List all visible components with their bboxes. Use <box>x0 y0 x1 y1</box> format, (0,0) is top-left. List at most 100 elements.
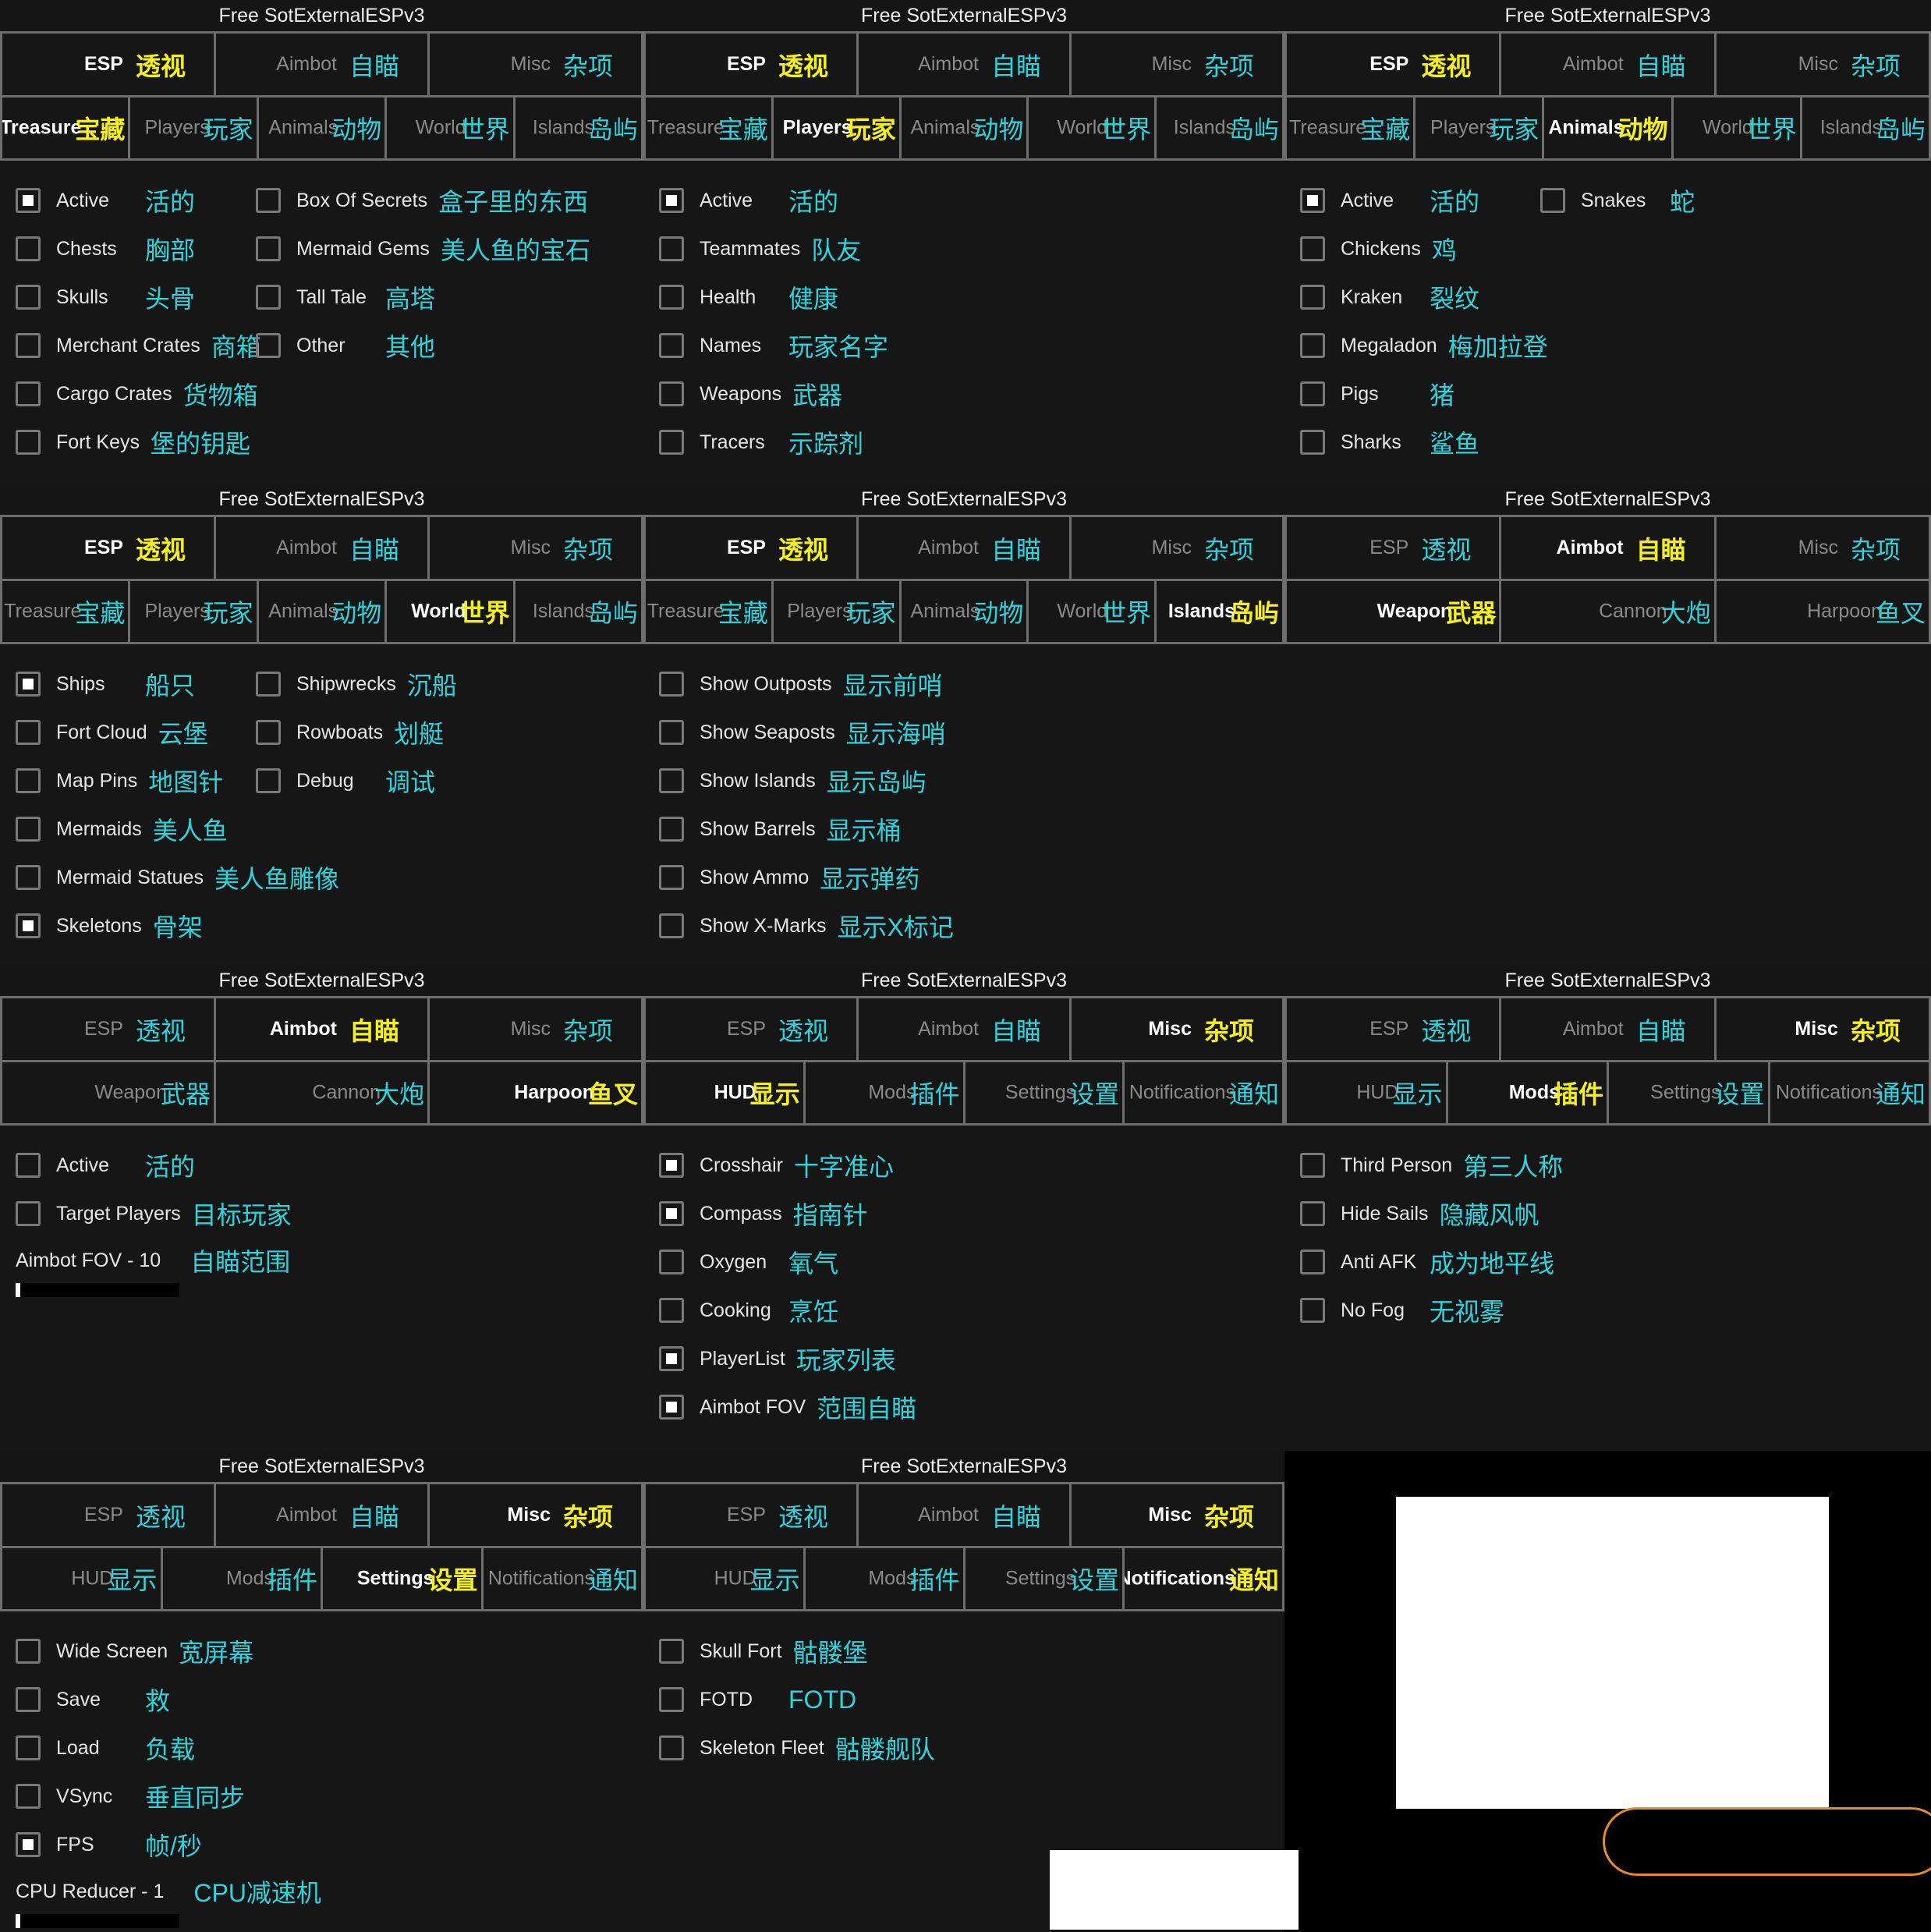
subtab-islands[interactable]: Islands 岛屿 <box>1802 97 1929 158</box>
tab-misc[interactable]: Misc 杂项 <box>1072 517 1282 579</box>
checkbox[interactable] <box>659 1250 684 1274</box>
subtab-mods[interactable]: Mods 插件 <box>163 1548 323 1609</box>
tab-esp[interactable]: ESP 透视 <box>2 1484 216 1546</box>
checkbox[interactable] <box>16 720 41 745</box>
tab-aimbot[interactable]: Aimbot 自瞄 <box>216 34 430 95</box>
subtab-notifications[interactable]: Notifications 通知 <box>1125 1062 1282 1123</box>
tab-misc[interactable]: Misc 杂项 <box>1072 1484 1282 1546</box>
subtab-world[interactable]: World 世界 <box>1029 97 1157 158</box>
checkbox[interactable] <box>16 817 41 842</box>
tab-misc[interactable]: Misc 杂项 <box>1717 517 1929 579</box>
subtab-harpoon[interactable]: Harpoon 鱼叉 <box>430 1062 641 1123</box>
tab-aimbot[interactable]: Aimbot 自瞄 <box>1501 34 1717 95</box>
subtab-animals[interactable]: Animals 动物 <box>902 97 1029 158</box>
subtab-notifications[interactable]: Notifications 通知 <box>1125 1548 1282 1609</box>
checkbox[interactable] <box>256 285 281 310</box>
checkbox[interactable] <box>16 672 41 697</box>
checkbox[interactable] <box>256 188 281 213</box>
subtab-hud[interactable]: HUD 显示 <box>2 1548 163 1609</box>
tab-aimbot[interactable]: Aimbot 自瞄 <box>859 1484 1072 1546</box>
tab-aimbot[interactable]: Aimbot 自瞄 <box>216 1484 430 1546</box>
checkbox[interactable] <box>659 381 684 406</box>
tab-esp[interactable]: ESP 透视 <box>646 517 859 579</box>
checkbox[interactable] <box>16 333 41 358</box>
checkbox[interactable] <box>16 188 41 213</box>
subtab-islands[interactable]: Islands 岛屿 <box>516 581 641 642</box>
checkbox[interactable] <box>659 1639 684 1664</box>
checkbox[interactable] <box>659 1201 684 1226</box>
checkbox[interactable] <box>16 913 41 938</box>
checkbox[interactable] <box>659 188 684 213</box>
tab-misc[interactable]: Misc 杂项 <box>430 34 641 95</box>
subtab-weapon[interactable]: Weapon 武器 <box>1287 581 1502 642</box>
tab-aimbot[interactable]: Aimbot 自瞄 <box>1501 998 1717 1060</box>
tab-misc[interactable]: Misc 杂项 <box>1717 998 1929 1060</box>
tab-esp[interactable]: ESP 透视 <box>646 34 859 95</box>
checkbox[interactable] <box>659 1395 684 1420</box>
tab-aimbot[interactable]: Aimbot 自瞄 <box>216 517 430 579</box>
checkbox[interactable] <box>256 236 281 261</box>
subtab-mods[interactable]: Mods 插件 <box>806 1062 966 1123</box>
checkbox[interactable] <box>16 1639 41 1664</box>
subtab-players[interactable]: Players 玩家 <box>774 581 902 642</box>
checkbox[interactable] <box>659 913 684 938</box>
subtab-settings[interactable]: Settings 设置 <box>966 1548 1125 1609</box>
checkbox[interactable] <box>1300 381 1325 406</box>
checkbox[interactable] <box>1540 188 1565 213</box>
subtab-animals[interactable]: Animals 动物 <box>259 97 388 158</box>
subtab-world[interactable]: World 世界 <box>387 97 516 158</box>
subtab-mods[interactable]: Mods 插件 <box>1448 1062 1609 1123</box>
checkbox[interactable] <box>659 236 684 261</box>
checkbox[interactable] <box>16 430 41 455</box>
checkbox[interactable] <box>16 1687 41 1712</box>
checkbox[interactable] <box>16 236 41 261</box>
tab-aimbot[interactable]: Aimbot 自瞄 <box>216 998 430 1060</box>
tab-esp[interactable]: ESP 透视 <box>1287 517 1502 579</box>
subtab-islands[interactable]: Islands 岛屿 <box>1157 581 1282 642</box>
checkbox[interactable] <box>256 720 281 745</box>
tab-misc[interactable]: Misc 杂项 <box>1072 34 1282 95</box>
subtab-mods[interactable]: Mods 插件 <box>806 1548 966 1609</box>
checkbox[interactable] <box>16 1832 41 1857</box>
subtab-players[interactable]: Players 玩家 <box>774 97 902 158</box>
checkbox[interactable] <box>16 1784 41 1809</box>
tab-esp[interactable]: ESP 透视 <box>646 998 859 1060</box>
subtab-treasure[interactable]: Treasure 宝藏 <box>646 97 774 158</box>
tab-aimbot[interactable]: Aimbot 自瞄 <box>859 517 1072 579</box>
checkbox[interactable] <box>16 1153 41 1178</box>
subtab-players[interactable]: Players 玩家 <box>130 97 259 158</box>
subtab-world[interactable]: World 世界 <box>1029 581 1157 642</box>
checkbox[interactable] <box>256 672 281 697</box>
subtab-world[interactable]: World 世界 <box>387 581 516 642</box>
subtab-islands[interactable]: Islands 岛屿 <box>516 97 641 158</box>
checkbox[interactable] <box>1300 430 1325 455</box>
checkbox[interactable] <box>16 381 41 406</box>
tab-misc[interactable]: Misc 杂项 <box>430 517 641 579</box>
checkbox[interactable] <box>659 333 684 358</box>
subtab-animals[interactable]: Animals 动物 <box>1544 97 1674 158</box>
checkbox[interactable] <box>659 817 684 842</box>
checkbox[interactable] <box>16 768 41 793</box>
checkbox[interactable] <box>659 430 684 455</box>
checkbox[interactable] <box>1300 1298 1325 1323</box>
slider-track[interactable] <box>16 1914 179 1928</box>
subtab-players[interactable]: Players 玩家 <box>130 581 259 642</box>
subtab-weapon[interactable]: Weapon 武器 <box>2 1062 216 1123</box>
subtab-notifications[interactable]: Notifications 通知 <box>484 1548 642 1609</box>
subtab-settings[interactable]: Settings 设置 <box>966 1062 1125 1123</box>
subtab-notifications[interactable]: Notifications 通知 <box>1770 1062 1929 1123</box>
tab-aimbot[interactable]: Aimbot 自瞄 <box>1501 517 1717 579</box>
tab-esp[interactable]: ESP 透视 <box>1287 34 1502 95</box>
checkbox[interactable] <box>659 865 684 890</box>
checkbox[interactable] <box>659 672 684 697</box>
subtab-treasure[interactable]: Treasure 宝藏 <box>2 97 131 158</box>
tab-aimbot[interactable]: Aimbot 自瞄 <box>859 998 1072 1060</box>
checkbox[interactable] <box>16 865 41 890</box>
checkbox[interactable] <box>1300 285 1325 310</box>
tab-esp[interactable]: ESP 透视 <box>646 1484 859 1546</box>
subtab-harpoon[interactable]: Harpoon 鱼叉 <box>1717 581 1929 642</box>
tab-aimbot[interactable]: Aimbot 自瞄 <box>859 34 1072 95</box>
checkbox[interactable] <box>1300 236 1325 261</box>
tab-misc[interactable]: Misc 杂项 <box>1072 998 1282 1060</box>
subtab-hud[interactable]: HUD 显示 <box>1287 1062 1448 1123</box>
